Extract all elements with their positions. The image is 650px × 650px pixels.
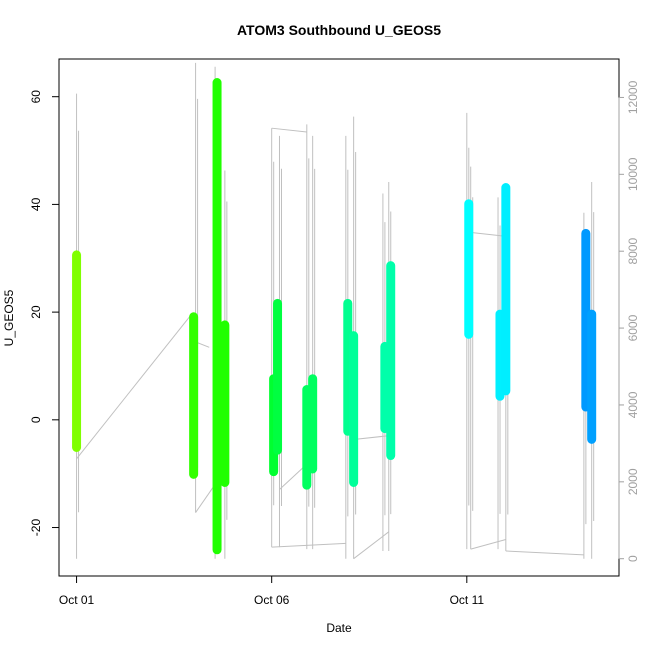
data-point bbox=[464, 199, 474, 339]
y2-tick-label: 6000 bbox=[626, 314, 640, 341]
chart-title: ATOM3 Southbound U_GEOS5 bbox=[237, 22, 441, 38]
y-axis-label: U_GEOS5 bbox=[2, 289, 16, 346]
data-point bbox=[189, 312, 199, 479]
y2-tick-label: 12000 bbox=[626, 80, 640, 114]
data-point bbox=[212, 78, 222, 555]
left-axis: -20 0 20 40 60 bbox=[29, 90, 60, 537]
x-tick-label: Oct 01 bbox=[59, 593, 95, 607]
altitude-connector bbox=[271, 127, 307, 133]
altitude-connector bbox=[470, 539, 506, 550]
x-tick-label: Oct 06 bbox=[254, 593, 290, 607]
data-point bbox=[72, 250, 82, 452]
y-tick-label: -20 bbox=[29, 519, 43, 537]
y2-tick-label: 8000 bbox=[626, 238, 640, 265]
x-axis-label: Date bbox=[326, 621, 352, 635]
altitude-connector bbox=[353, 531, 390, 560]
altitude-layer bbox=[76, 62, 595, 560]
altitude-connector bbox=[353, 435, 389, 441]
y2-tick-label: 2000 bbox=[626, 468, 640, 495]
y2-tick-label: 0 bbox=[626, 555, 640, 562]
data-point bbox=[501, 183, 511, 396]
altitude-connector bbox=[505, 550, 584, 556]
data-point bbox=[273, 298, 283, 455]
bottom-axis: Oct 01 Oct 06 Oct 11 bbox=[59, 575, 485, 607]
data-point bbox=[349, 331, 359, 487]
y-tick-label: 60 bbox=[29, 90, 43, 104]
y-tick-label: 0 bbox=[29, 416, 43, 423]
plot-frame bbox=[58, 58, 620, 577]
y2-tick-label: 4000 bbox=[626, 391, 640, 418]
data-point bbox=[386, 261, 396, 461]
right-axis: 0 2000 4000 6000 8000 10000 12000 bbox=[618, 80, 640, 562]
data-point bbox=[220, 320, 230, 487]
y-tick-label: 40 bbox=[29, 197, 43, 211]
y2-tick-label: 10000 bbox=[626, 157, 640, 191]
data-point bbox=[587, 309, 597, 444]
altitude-connector bbox=[76, 316, 191, 460]
series-layer bbox=[72, 78, 597, 555]
altitude-connector bbox=[271, 542, 346, 548]
y-tick-label: 20 bbox=[29, 305, 43, 319]
x-tick-label: Oct 11 bbox=[450, 593, 485, 607]
data-point bbox=[308, 374, 318, 474]
